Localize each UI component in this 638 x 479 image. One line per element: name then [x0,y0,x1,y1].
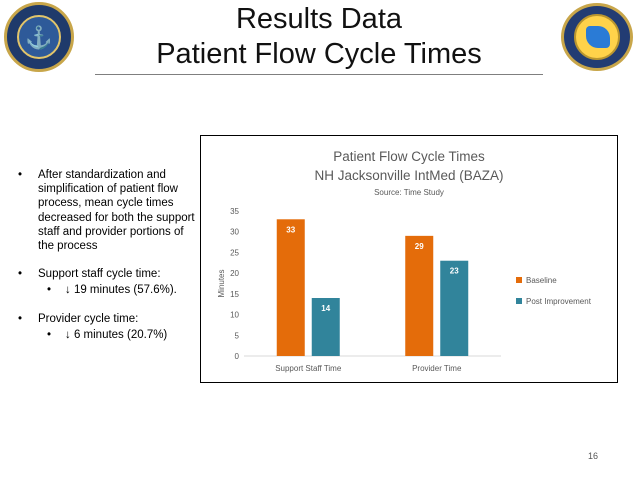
bar-data-label: 33 [286,225,295,234]
bullet-item: • After standardization and simplificati… [18,168,198,253]
sub-bullet-item: • ↓ 6 minutes (20.7%) [18,328,198,342]
chart-source: Source: Time Study [374,188,444,197]
naval-hospital-logo [561,3,633,71]
bar-data-label: 23 [450,267,459,276]
y-tick-label: 35 [230,207,239,216]
y-tick-label: 10 [230,311,239,320]
bar [311,298,340,356]
y-tick-label: 0 [235,352,240,361]
bullet-marker: • [47,328,52,341]
y-tick-label: 30 [230,228,239,237]
sub-bullet-text: ↓ 19 minutes (57.6%). [65,284,177,297]
chart-frame: Patient Flow Cycle Times NH Jacksonville … [200,135,618,383]
bullet-text: Support staff cycle time: [38,268,161,281]
sub-bullet-item: • ↓ 19 minutes (57.6%). [18,283,198,297]
bullet-list: • After standardization and simplificati… [18,168,198,342]
chart-subtitle: NH Jacksonville IntMed (BAZA) [314,168,503,183]
y-tick-label: 15 [230,290,239,299]
page-title: Results Data [235,3,402,35]
y-tick-label: 20 [230,269,239,278]
legend-label: Baseline [526,276,557,285]
y-tick-label: 5 [235,331,240,340]
bullet-marker: • [18,312,23,325]
bar-data-label: 14 [321,304,330,313]
bar [440,260,469,356]
bar [405,235,434,356]
florida-map-icon [586,26,610,48]
bullet-marker: • [47,284,52,297]
legend-swatch [516,277,522,283]
legend-label: Post Improvement [526,297,592,306]
bar-data-label: 29 [415,242,424,251]
title-divider [95,74,543,75]
anchor-icon: ⚓ [25,25,53,50]
page-number: 16 [588,451,599,461]
bullet-item: • Provider cycle time: [18,312,198,326]
sub-bullet-text: ↓ 6 minutes (20.7%) [65,328,168,341]
y-tick-label: 25 [230,248,239,257]
page-subtitle: Patient Flow Cycle Times [156,38,482,70]
bar [276,219,305,356]
bullet-marker: • [18,268,23,281]
legend-swatch [516,298,522,304]
navy-medicine-logo: ⚓ [4,2,74,72]
y-axis-label: Minutes [217,269,226,297]
x-tick-label: Provider Time [412,364,462,373]
bullet-marker: • [18,169,23,181]
bullet-text: Provider cycle time: [38,312,139,325]
bullet-item: • Support staff cycle time: [18,267,198,281]
chart-title: Patient Flow Cycle Times [333,149,485,164]
x-tick-label: Support Staff Time [275,364,342,373]
bullet-text: After standardization and simplification… [38,169,195,253]
bar-chart: Patient Flow Cycle Times NH Jacksonville … [217,149,592,373]
